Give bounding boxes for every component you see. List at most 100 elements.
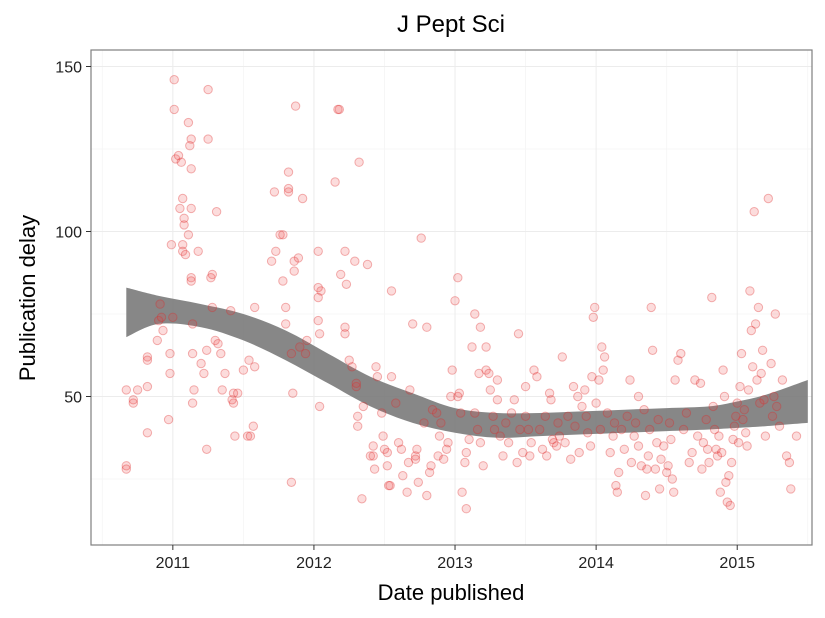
data-point [464, 434, 474, 445]
data-point [286, 348, 297, 359]
data-point [460, 457, 470, 468]
data-point [424, 467, 435, 478]
data-point [695, 378, 706, 388]
data-point [128, 395, 139, 405]
data-point [297, 193, 308, 204]
data-point [767, 411, 778, 421]
data-point [612, 487, 622, 497]
data-point [369, 464, 380, 474]
data-point [213, 339, 223, 349]
data-point [557, 352, 567, 362]
data-point [371, 362, 381, 372]
data-point [745, 286, 755, 296]
data-point [470, 309, 480, 319]
data-point [226, 306, 236, 316]
data-point [158, 325, 168, 336]
data-point [495, 431, 505, 441]
data-point [659, 441, 669, 451]
x-axis-label: Date published [378, 580, 525, 605]
data-point [313, 292, 323, 303]
data-point [570, 421, 580, 431]
data-point [498, 451, 508, 461]
data-point [667, 474, 677, 484]
data-point [645, 424, 655, 435]
data-point [217, 385, 227, 395]
data-point [334, 104, 344, 115]
data-point [590, 302, 600, 313]
data-point [757, 345, 768, 355]
data-point [573, 391, 583, 402]
data-point [391, 398, 401, 408]
data-point [354, 157, 364, 167]
data-point [731, 411, 741, 421]
data-point [382, 461, 392, 471]
data-point [271, 246, 281, 257]
data-point [678, 424, 689, 435]
data-point [186, 164, 196, 174]
data-point [416, 233, 426, 243]
data-point [183, 230, 194, 240]
data-point [759, 395, 769, 405]
data-point [563, 411, 573, 421]
data-point [738, 414, 748, 425]
data-point [412, 444, 422, 454]
data-point [358, 401, 368, 412]
x-tick-label: 2015 [719, 555, 755, 572]
data-point [551, 441, 562, 451]
data-point [362, 259, 373, 270]
data-point [207, 269, 218, 280]
data-point [642, 464, 652, 474]
data-point [585, 441, 596, 451]
data-point [340, 246, 350, 257]
data-point [169, 104, 179, 115]
data-point [619, 444, 629, 454]
data-point [756, 368, 766, 379]
data-point [643, 451, 653, 461]
data-point [549, 438, 559, 448]
data-point [456, 408, 466, 418]
y-tick-label: 150 [55, 60, 82, 77]
data-point [410, 451, 421, 461]
data-point [202, 444, 212, 454]
data-point [474, 368, 484, 379]
data-point [646, 302, 656, 313]
data-point [178, 193, 188, 204]
data-point [132, 385, 143, 395]
data-point [351, 378, 361, 388]
data-point [453, 391, 463, 402]
data-point [711, 444, 721, 454]
data-point [532, 372, 542, 382]
data-point [633, 441, 644, 451]
data-point [386, 372, 397, 382]
data-point [173, 150, 184, 161]
data-point [781, 451, 792, 461]
data-point [206, 273, 216, 283]
smooth-band-layer [126, 287, 808, 438]
data-point [736, 348, 747, 359]
data-point [484, 368, 494, 379]
data-point [286, 477, 297, 487]
data-point [472, 424, 483, 435]
data-point [347, 362, 357, 372]
data-point [152, 335, 163, 346]
data-point [393, 438, 404, 448]
data-point [351, 381, 361, 392]
data-point [770, 309, 780, 319]
data-point [426, 461, 436, 471]
data-point [750, 319, 761, 329]
data-point [791, 431, 802, 441]
data-point [281, 302, 291, 313]
data-point [515, 424, 525, 435]
y-tick-label: 100 [55, 225, 82, 242]
data-point [266, 256, 277, 266]
data-point [196, 358, 206, 369]
data-point [193, 246, 203, 257]
data-point [488, 411, 498, 421]
data-point [625, 375, 635, 385]
data-point [434, 431, 445, 441]
data-point [227, 395, 237, 405]
data-point [293, 253, 304, 263]
data-point [171, 154, 181, 164]
data-point [385, 480, 395, 491]
data-point [377, 408, 387, 418]
